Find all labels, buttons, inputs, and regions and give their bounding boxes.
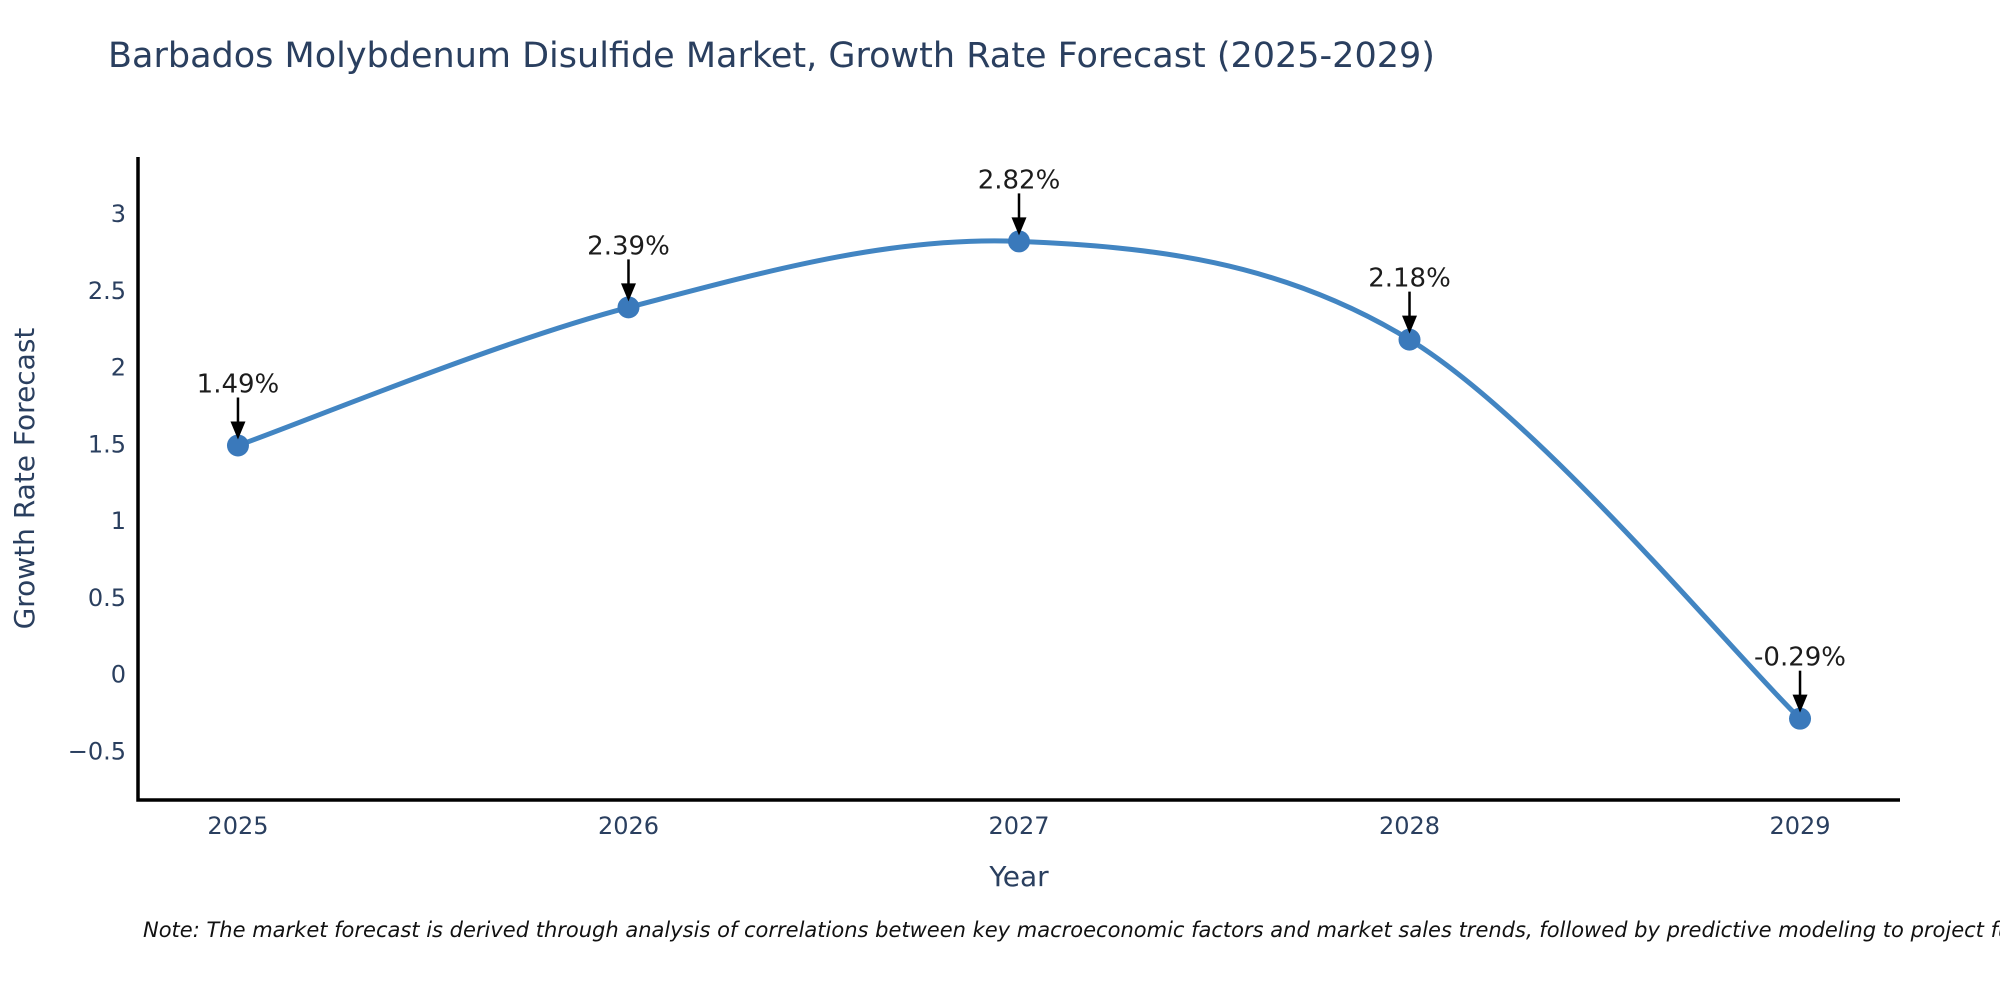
y-tick-label: 1.5: [88, 430, 126, 458]
data-point-label: 2.39%: [587, 231, 670, 261]
x-axis-title: Year: [988, 860, 1049, 893]
data-point-marker: [226, 434, 249, 457]
y-tick-label: 0: [111, 661, 126, 689]
annotation-arrowhead: [1792, 694, 1808, 713]
y-tick-label: 2.5: [88, 277, 126, 305]
x-tick-label: 2028: [1379, 812, 1440, 840]
y-tick-label: 2: [111, 354, 126, 382]
x-tick-label: 2025: [207, 812, 268, 840]
data-point-label: -0.29%: [1754, 643, 1846, 673]
annotation-arrowhead: [620, 283, 636, 302]
y-tick-label: 3: [111, 200, 126, 228]
y-tick-label: −0.5: [68, 737, 126, 765]
x-tick-label: 2029: [1769, 812, 1830, 840]
y-tick-label: 1: [111, 507, 126, 535]
data-point-marker: [1789, 707, 1812, 730]
y-axis-title: Growth Rate Forecast: [8, 328, 41, 630]
data-point-label: 1.49%: [197, 370, 280, 400]
axis-lines: [136, 157, 1900, 802]
data-point-label: 2.82%: [978, 165, 1061, 195]
x-tick-label: 2027: [988, 812, 1049, 840]
data-point-marker: [1008, 230, 1030, 253]
y-tick-label: 0.5: [88, 584, 126, 612]
forecast-line: [237, 238, 1802, 721]
data-point-label: 2.18%: [1368, 264, 1451, 294]
data-point-marker: [617, 296, 640, 319]
annotation-arrowhead: [1402, 315, 1418, 334]
footnote: Note: The market forecast is derived thr…: [143, 918, 2000, 942]
annotation-arrowhead: [230, 421, 246, 440]
annotation-arrowhead: [1011, 217, 1027, 236]
x-tick-label: 2026: [598, 812, 659, 840]
data-point-marker: [1398, 328, 1421, 351]
chart-title: Barbados Molybdenum Disulfide Market, Gr…: [108, 36, 1435, 76]
